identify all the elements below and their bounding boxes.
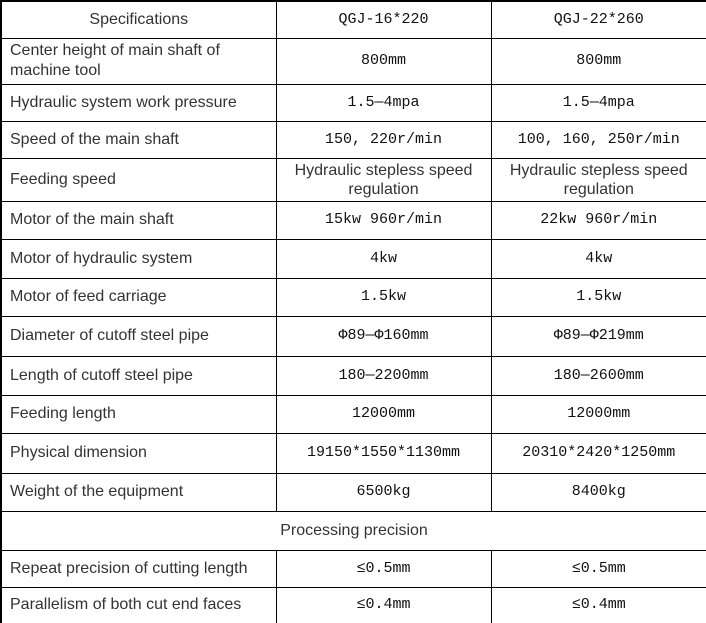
spec-value: ≤0.4mm — [490, 586, 706, 623]
table-row: Motor of feed carriage 1.5kw 1.5kw — [0, 277, 706, 317]
spec-value: 800mm — [275, 37, 492, 85]
spec-value: 4kw — [490, 238, 706, 279]
spec-value: 22kw 960r/min — [490, 200, 706, 240]
row-label: Motor of feed carriage — [0, 277, 277, 317]
row-label: Weight of the equipment — [0, 472, 277, 512]
spec-value: 180—2600mm — [490, 355, 706, 396]
row-label: Motor of the main shaft — [0, 200, 277, 240]
table-row: Weight of the equipment 6500kg 8400kg — [0, 472, 706, 512]
spec-value: 180—2200mm — [275, 355, 492, 396]
spec-value: ≤0.5mm — [275, 549, 492, 588]
row-label: Diameter of cutoff steel pipe — [0, 315, 277, 357]
row-label: Speed of the main shaft — [0, 120, 277, 159]
row-label: Repeat precision of cutting length — [0, 549, 277, 588]
spec-value: ≤0.4mm — [275, 586, 492, 623]
section-row: Processing precision — [0, 510, 706, 551]
table-row: Physical dimension 19150*1550*1130mm 203… — [0, 432, 706, 474]
spec-value: 1.5—4mpa — [490, 83, 706, 122]
column-header-specifications: Specifications — [0, 0, 277, 39]
spec-value: Φ89—Φ219mm — [490, 315, 706, 357]
section-header: Processing precision — [0, 510, 706, 551]
spec-value: 12000mm — [275, 394, 492, 434]
table-header-row: Specifications QGJ-16*220 QGJ-22*260 — [0, 0, 706, 39]
table-row: Speed of the main shaft 150, 220r/min 10… — [0, 120, 706, 159]
row-label: Physical dimension — [0, 432, 277, 474]
spec-value: 800mm — [490, 37, 706, 85]
table-row: Motor of the main shaft 15kw 960r/min 22… — [0, 200, 706, 240]
table-row: Feeding speed Hydraulic stepless speed r… — [0, 157, 706, 202]
spec-value: 150, 220r/min — [275, 120, 492, 159]
row-label: Feeding length — [0, 394, 277, 434]
row-label: Feeding speed — [0, 157, 277, 202]
table-row: Repeat precision of cutting length ≤0.5m… — [0, 549, 706, 588]
table-row: Diameter of cutoff steel pipe Φ89—Φ160mm… — [0, 315, 706, 357]
spec-value: 100, 160, 250r/min — [490, 120, 706, 159]
row-label: Center height of main shaft of machine t… — [0, 37, 277, 85]
spec-value: 4kw — [275, 238, 492, 279]
row-label: Parallelism of both cut end faces — [0, 586, 277, 623]
spec-value: 1.5kw — [490, 277, 706, 317]
spec-value: 1.5—4mpa — [275, 83, 492, 122]
spec-value: Hydraulic stepless speed regulation — [490, 157, 706, 202]
table-row: Motor of hydraulic system 4kw 4kw — [0, 238, 706, 279]
column-header-model-1: QGJ-16*220 — [275, 0, 492, 39]
table-row: Feeding length 12000mm 12000mm — [0, 394, 706, 434]
spec-value: ≤0.5mm — [490, 549, 706, 588]
row-label: Length of cutoff steel pipe — [0, 355, 277, 396]
spec-value: 6500kg — [275, 472, 492, 512]
spec-value: 20310*2420*1250mm — [490, 432, 706, 474]
column-header-model-2: QGJ-22*260 — [490, 0, 706, 39]
table-row: Length of cutoff steel pipe 180—2200mm 1… — [0, 355, 706, 396]
spec-value: 8400kg — [490, 472, 706, 512]
spec-value: 15kw 960r/min — [275, 200, 492, 240]
spec-value: 19150*1550*1130mm — [275, 432, 492, 474]
table-row: Parallelism of both cut end faces ≤0.4mm… — [0, 586, 706, 623]
table-row: Center height of main shaft of machine t… — [0, 37, 706, 85]
spec-value: 12000mm — [490, 394, 706, 434]
row-label: Hydraulic system work pressure — [0, 83, 277, 122]
row-label: Motor of hydraulic system — [0, 238, 277, 279]
spec-value: Hydraulic stepless speed regulation — [275, 157, 492, 202]
spec-value: 1.5kw — [275, 277, 492, 317]
table-row: Hydraulic system work pressure 1.5—4mpa … — [0, 83, 706, 122]
spec-value: Φ89—Φ160mm — [275, 315, 492, 357]
